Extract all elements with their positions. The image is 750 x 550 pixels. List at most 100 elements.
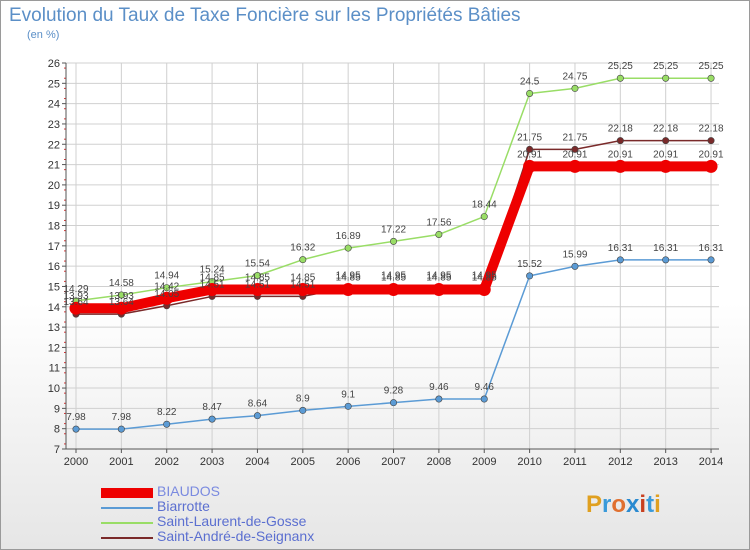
data-point (526, 272, 534, 280)
data-label: 17.56 (426, 217, 451, 228)
data-point (299, 406, 307, 414)
logo-letter: P (586, 491, 603, 518)
legend-label: Saint-Laurent-de-Gosse (157, 513, 307, 529)
y-tick-label: 14 (48, 302, 60, 314)
data-point (253, 272, 261, 280)
series-points (69, 74, 718, 433)
data-label: 8.64 (248, 399, 268, 410)
x-tick-label: 2002 (154, 456, 178, 468)
data-label: 16.89 (336, 231, 361, 242)
data-point (390, 399, 398, 407)
data-point (160, 291, 174, 305)
data-label: 14.85 (336, 273, 361, 284)
data-point (435, 395, 443, 403)
data-point (662, 137, 670, 145)
data-label: 7.98 (112, 412, 132, 423)
data-label: 20.91 (562, 149, 587, 160)
data-label: 16.31 (653, 243, 678, 254)
data-label: 8.22 (157, 407, 177, 418)
data-point (299, 256, 307, 264)
x-tick-label: 2001 (109, 456, 133, 468)
data-label: 13.93 (109, 291, 134, 302)
data-label: 14.58 (109, 278, 134, 289)
data-label: 22.18 (699, 124, 724, 135)
data-label: 7.98 (66, 412, 86, 423)
x-tick-label: 2004 (245, 456, 269, 468)
data-point (662, 256, 670, 264)
data-label: 20.91 (608, 149, 633, 160)
data-label: 14.42 (154, 281, 179, 292)
data-point (341, 283, 355, 297)
data-label: 14.94 (154, 271, 179, 282)
data-point (571, 84, 579, 92)
y-tick-label: 17 (48, 241, 60, 253)
data-point (208, 415, 216, 423)
y-tick-label: 21 (48, 160, 60, 172)
data-label: 8.47 (202, 402, 222, 413)
data-point (69, 301, 83, 315)
data-label: 15.24 (200, 265, 225, 276)
data-label: 24.5 (520, 76, 540, 87)
data-label: 9.46 (475, 382, 495, 393)
data-point (163, 284, 171, 292)
data-label: 13.64 (109, 297, 134, 308)
data-point (435, 230, 443, 238)
data-point (662, 74, 670, 82)
y-tick-label: 20 (48, 180, 60, 192)
x-tick-label: 2009 (472, 456, 496, 468)
legend-label: Saint-André-de-Seignanx (157, 528, 315, 544)
y-tick-label: 9 (54, 403, 60, 415)
data-label: 16.32 (290, 243, 315, 254)
y-tick-label: 13 (48, 322, 60, 334)
data-label: 14.85 (245, 273, 270, 284)
y-tick-label: 26 (48, 58, 60, 70)
data-label: 14.95 (381, 270, 406, 281)
data-point (205, 283, 219, 297)
data-label: 21.75 (517, 132, 542, 143)
logo-letter: i (654, 491, 661, 518)
data-label: 15.99 (562, 249, 587, 260)
data-point (477, 283, 491, 297)
axes: 7 8 9 10 11 12 13 14 15 16 17 18 19 20 21 22 23 24 25 26 200… (48, 58, 724, 468)
data-point (72, 425, 80, 433)
data-point (117, 291, 125, 299)
data-point (616, 137, 624, 145)
x-tick-label: 2013 (653, 456, 677, 468)
grid (66, 62, 719, 450)
data-point (707, 74, 715, 82)
data-label: 14.85 (472, 273, 497, 284)
data-label: 13.64 (63, 297, 88, 308)
legend-swatch (101, 522, 153, 524)
data-point (163, 420, 171, 428)
y-tick-label: 12 (48, 342, 60, 354)
data-point (344, 402, 352, 410)
data-label: 14.05 (154, 289, 179, 300)
x-tick-label: 2006 (336, 456, 360, 468)
data-label: 16.31 (608, 243, 633, 254)
data-point (344, 244, 352, 252)
y-tick-label: 16 (48, 261, 60, 273)
y-tick-label: 19 (48, 200, 60, 212)
data-point (659, 159, 673, 173)
data-point (250, 283, 264, 297)
logo-letter: x (626, 491, 640, 518)
data-label: 22.18 (653, 124, 678, 135)
data-point (616, 74, 624, 82)
logo-letter: o (611, 491, 627, 518)
data-label: 14.51 (245, 279, 270, 290)
series-labels: 13.93 13.93 14.42 14.85 14.85 14.85 14.85 14.85… (63, 61, 724, 423)
data-point (253, 412, 261, 420)
data-label: 20.91 (699, 149, 724, 160)
data-label: 16.31 (699, 243, 724, 254)
legend-label: Biarrotte (157, 498, 210, 514)
data-point (613, 159, 627, 173)
x-tick-label: 2007 (381, 456, 405, 468)
data-label: 9.28 (384, 386, 404, 397)
data-point (480, 213, 488, 221)
data-point (616, 256, 624, 264)
data-point (704, 159, 718, 173)
y-tick-label: 10 (48, 383, 60, 395)
logo-letter: r (602, 491, 612, 518)
data-label: 9.46 (429, 382, 449, 393)
